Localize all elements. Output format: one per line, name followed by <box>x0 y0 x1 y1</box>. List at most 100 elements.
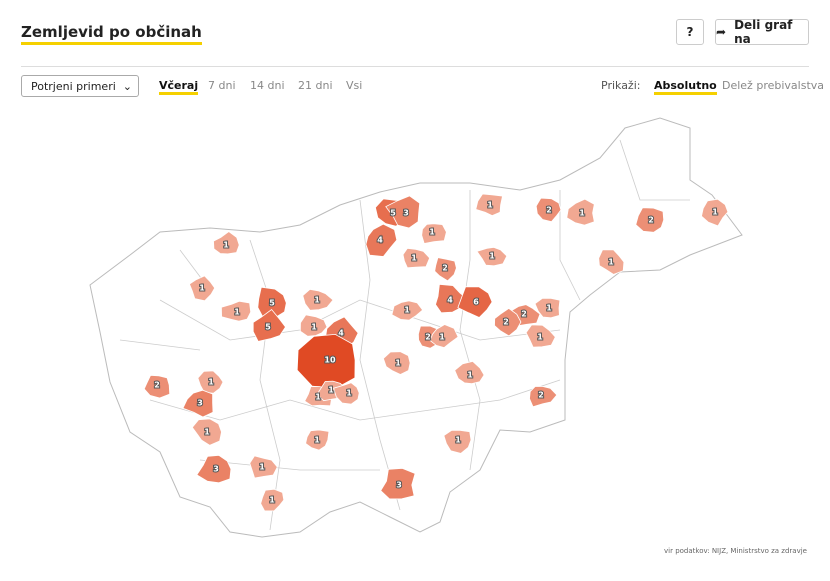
municipality[interactable] <box>213 231 240 255</box>
period-tab[interactable]: 21 dni <box>298 79 333 92</box>
municipality[interactable] <box>476 246 508 267</box>
value-label: 1 <box>429 228 435 237</box>
value-label: 1 <box>234 308 240 317</box>
value-label: 5 <box>390 209 396 218</box>
value-label: 2 <box>503 318 509 327</box>
value-label: 1 <box>223 241 229 250</box>
value-label: 1 <box>328 386 334 395</box>
title: Zemljevid po občinah <box>21 22 202 45</box>
value-label: 4 <box>338 329 344 338</box>
municipality[interactable] <box>429 324 459 349</box>
share-label: Deli graf na <box>734 18 793 46</box>
municipality[interactable] <box>380 467 416 500</box>
municipality[interactable] <box>220 300 252 322</box>
value-label: 3 <box>396 481 402 490</box>
municipality[interactable] <box>534 297 561 319</box>
show-label: Prikaži: <box>601 79 641 92</box>
value-label: 1 <box>579 209 585 218</box>
value-label: 1 <box>537 333 543 342</box>
municipality[interactable] <box>196 454 232 484</box>
municipality[interactable] <box>365 223 398 257</box>
municipality[interactable] <box>535 197 562 223</box>
municipality[interactable] <box>249 455 278 479</box>
municipality[interactable] <box>382 351 411 375</box>
value-label: 1 <box>546 304 552 313</box>
value-label: 3 <box>213 465 219 474</box>
municipality[interactable] <box>635 207 665 233</box>
municipality[interactable] <box>529 386 558 408</box>
value-label: 2 <box>154 381 160 390</box>
period-tab[interactable]: 14 dni <box>250 79 285 92</box>
municipality[interactable] <box>434 257 457 282</box>
value-label: 2 <box>648 216 654 225</box>
value-label: 1 <box>411 254 417 263</box>
municipality[interactable] <box>197 370 224 394</box>
municipality[interactable] <box>421 223 447 244</box>
value-label: 1 <box>315 393 321 402</box>
municipality[interactable] <box>525 324 556 348</box>
municipality[interactable] <box>454 360 485 385</box>
municipality[interactable] <box>701 198 729 227</box>
municipality[interactable] <box>302 288 334 311</box>
mode-tab[interactable]: Absolutno <box>654 79 717 95</box>
mode-tab[interactable]: Delež prebivalstva <box>722 79 825 92</box>
municipality[interactable] <box>566 198 595 226</box>
value-label: 1 <box>311 323 317 332</box>
value-label: 10 <box>324 356 336 365</box>
municipality[interactable] <box>333 382 360 405</box>
municipality[interactable] <box>182 389 214 418</box>
value-label: 2 <box>538 391 544 400</box>
value-label: 1 <box>269 496 275 505</box>
value-label: 2 <box>442 264 448 273</box>
country-outline <box>89 117 743 538</box>
municipality[interactable] <box>252 308 286 342</box>
value-label: 1 <box>467 371 473 380</box>
period-tab[interactable]: 7 dni <box>208 79 236 92</box>
share-icon: ➦ <box>716 25 727 39</box>
municipality[interactable] <box>191 418 222 446</box>
value-label: 1 <box>314 296 320 305</box>
share-button[interactable]: ➦ Deli graf na <box>715 18 809 46</box>
value-label: 1 <box>455 436 461 445</box>
help-button[interactable]: ? <box>676 19 704 45</box>
value-label: 1 <box>346 389 352 398</box>
value-label: 2 <box>546 206 552 215</box>
value-label: 2 <box>521 310 527 319</box>
municipality[interactable] <box>305 429 330 451</box>
value-label: 1 <box>259 463 265 472</box>
municipality[interactable] <box>257 286 287 319</box>
value-label: 1 <box>712 208 718 217</box>
municipality[interactable] <box>494 307 522 337</box>
chevron: ⌄ <box>122 79 132 93</box>
municipality[interactable] <box>296 333 356 389</box>
municipality[interactable] <box>385 195 421 229</box>
value-label: 1 <box>395 359 401 368</box>
value-label: 1 <box>487 201 493 210</box>
municipality[interactable] <box>457 286 493 318</box>
value-label: 2 <box>425 333 431 342</box>
dropdown-label: Potrjeni primeri <box>31 79 116 93</box>
municipality[interactable] <box>443 429 472 454</box>
municipality[interactable] <box>299 314 328 337</box>
municipality[interactable] <box>260 488 285 512</box>
source: vir podatkov: NIJZ, Ministrstvo za zdrav… <box>664 547 807 555</box>
period-tab[interactable]: Včeraj <box>159 79 199 95</box>
municipality[interactable] <box>391 300 424 321</box>
value-label: 4 <box>447 296 453 305</box>
value-label: 1 <box>208 378 214 387</box>
value-label: 1 <box>608 258 614 267</box>
value-label: 1 <box>204 428 210 437</box>
dropdown[interactable]: Potrjeni primeri ⌄ <box>21 75 139 97</box>
municipality[interactable] <box>143 374 171 399</box>
value-label: 1 <box>199 284 205 293</box>
period-tab[interactable]: Vsi <box>346 79 363 92</box>
municipality[interactable] <box>598 249 625 275</box>
municipality[interactable] <box>402 247 431 269</box>
value-label: 3 <box>403 209 409 218</box>
municipality[interactable] <box>475 193 503 217</box>
municipality-borders <box>119 139 690 531</box>
value-label: 1 <box>489 252 495 261</box>
value-label: 1 <box>314 436 320 445</box>
municipality[interactable] <box>189 275 216 302</box>
